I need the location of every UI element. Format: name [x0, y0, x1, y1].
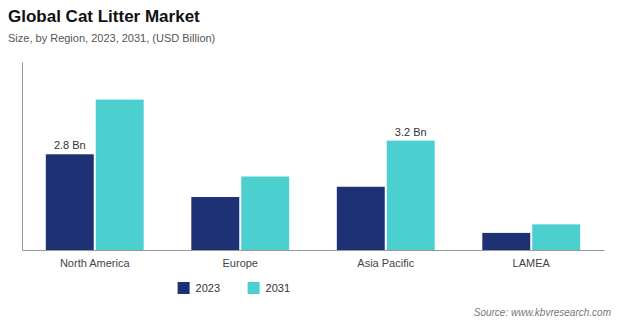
x-axis: North America Europe Asia Pacific LAMEA: [23, 251, 605, 269]
legend-swatch: [178, 282, 190, 294]
x-axis-line: [23, 250, 605, 251]
legend-item: 2023: [178, 282, 220, 294]
y-axis: [22, 63, 23, 251]
source-note: Source: www.kbvresearch.com: [474, 307, 611, 318]
x-tick: LAMEA: [513, 257, 551, 269]
legend: 2023 2031: [178, 282, 290, 294]
annotation: 2.8 Bn: [54, 139, 86, 151]
bar: [191, 197, 239, 250]
x-tick: Asia Pacific: [357, 257, 414, 269]
legend-item: 2031: [248, 282, 290, 294]
plot: North America Europe Asia Pacific LAMEA: [23, 63, 605, 269]
series: [96, 100, 580, 250]
x-tick-label: Asia Pacific: [357, 257, 414, 269]
bar: [241, 177, 289, 250]
bar: [337, 187, 385, 250]
bar: [482, 233, 530, 250]
legend-label: 2031: [266, 282, 290, 294]
x-tick: North America: [60, 257, 131, 269]
x-tick-label: North America: [60, 257, 131, 269]
x-tick-label: LAMEA: [513, 257, 551, 269]
title: Global Cat Litter Market: [8, 7, 200, 26]
bar: [96, 100, 144, 250]
chart: Global Cat Litter Market Size, by Region,…: [0, 0, 619, 322]
x-tick-label: Europe: [223, 257, 258, 269]
bar: [387, 141, 435, 250]
subtitle: Size, by Region, 2023, 2031, (USD Billio…: [8, 32, 215, 44]
legend-swatch: [248, 282, 260, 294]
annotation: 3.2 Bn: [395, 126, 427, 138]
legend-label: 2023: [196, 282, 220, 294]
y-axis-line: [22, 63, 23, 251]
bars: [46, 100, 580, 250]
bar: [46, 154, 94, 250]
bar: [532, 224, 580, 250]
x-tick: Europe: [223, 257, 258, 269]
